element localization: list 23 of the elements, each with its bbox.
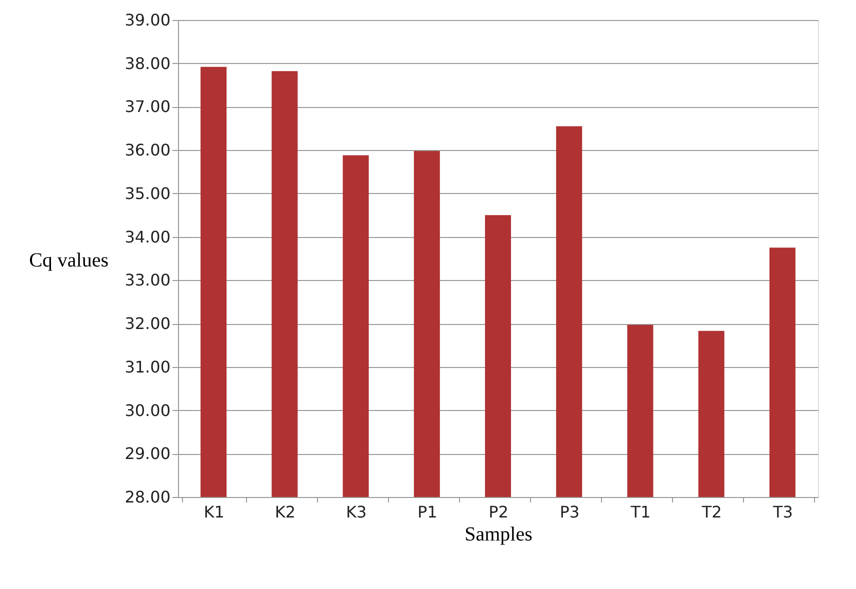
y-tick-label: 30.00 <box>124 400 170 420</box>
y-tick-label: 35.00 <box>124 184 170 203</box>
y-tick-label: 38.00 <box>124 54 170 73</box>
y-tick-label: 39.00 <box>124 10 170 30</box>
x-tick-label: K2 <box>274 502 296 522</box>
y-tick-label: 34.00 <box>124 227 170 246</box>
y-tick-label: 31.00 <box>124 357 170 376</box>
y-tick-label: 37.00 <box>124 97 170 116</box>
x-tick-label: T3 <box>772 502 793 522</box>
x-tick-label: P2 <box>488 502 508 522</box>
x-tick-label: P3 <box>560 502 580 522</box>
y-tick-label: 33.00 <box>124 270 170 290</box>
x-tick-label: T1 <box>630 502 651 522</box>
x-tick-label: K1 <box>204 502 224 522</box>
x-tick-label: K3 <box>346 502 367 522</box>
x-tick-label: T2 <box>700 502 722 522</box>
y-tick-label: 28.00 <box>124 488 170 506</box>
x-axis-title: Samples <box>464 524 533 546</box>
y-axis-title: Cq values <box>29 250 109 272</box>
y-tick-label: 32.00 <box>124 314 170 334</box>
y-tick-label: 36.00 <box>124 140 170 160</box>
x-tick-label: P1 <box>417 502 438 522</box>
y-tick-label: 29.00 <box>124 444 170 464</box>
